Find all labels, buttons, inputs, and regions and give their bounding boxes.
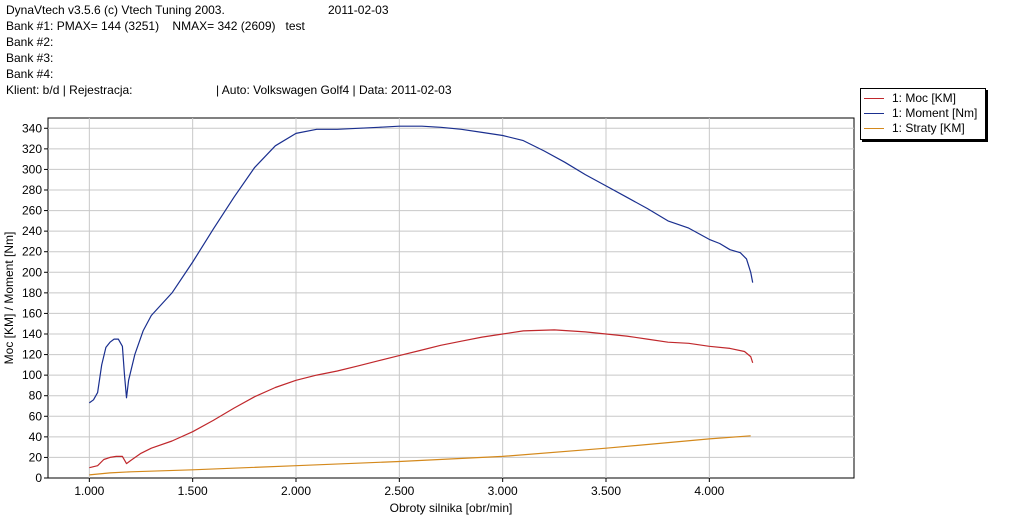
y-tick-label: 100 bbox=[22, 368, 42, 382]
y-tick-label: 180 bbox=[22, 286, 42, 300]
legend-item-moment: 1: Moment [Nm] bbox=[864, 106, 984, 121]
y-tick-label: 240 bbox=[22, 224, 42, 238]
x-tick-label: 3.000 bbox=[488, 484, 518, 498]
x-axis-ticks: 1.000 1.500 2.000 2.500 3.000 3.500 4.000 bbox=[74, 478, 725, 498]
y-tick-label: 20 bbox=[29, 450, 43, 464]
legend-label-moment: 1: Moment [Nm] bbox=[892, 106, 978, 120]
series-moc-line bbox=[89, 329, 754, 469]
bank2-info: Bank #2: bbox=[6, 35, 54, 49]
x-tick-label: 1.000 bbox=[74, 484, 104, 498]
x-tick-label: 3.500 bbox=[591, 484, 621, 498]
series-moment-line bbox=[88, 125, 754, 404]
legend-label-straty: 1: Straty [KM] bbox=[892, 121, 965, 135]
x-tick-label: 2.000 bbox=[281, 484, 311, 498]
y-tick-label: 80 bbox=[29, 389, 43, 403]
y-tick-label: 60 bbox=[29, 409, 43, 423]
client-info: Klient: b/d | Rejestracja: bbox=[6, 83, 133, 97]
y-tick-label: 300 bbox=[22, 162, 42, 176]
y-axis-title: Moc [KM] / Moment [Nm] bbox=[2, 232, 16, 365]
y-tick-label: 140 bbox=[22, 327, 42, 341]
grid bbox=[48, 118, 854, 478]
auto-info: | Auto: Volkswagen Golf4 | Data: 2011-02… bbox=[216, 83, 452, 97]
legend-swatch-moment bbox=[864, 113, 884, 114]
y-axis-ticks: 0 20 40 60 80 100 120 140 160 180 200 220 240 260 280 3… bbox=[22, 121, 48, 485]
y-tick-label: 260 bbox=[22, 204, 42, 218]
legend-swatch-straty bbox=[864, 128, 884, 129]
y-tick-label: 280 bbox=[22, 183, 42, 197]
series-straty-line bbox=[89, 435, 751, 476]
header-date: 2011-02-03 bbox=[328, 3, 389, 17]
bank4-info: Bank #4: bbox=[6, 67, 54, 81]
series-lines bbox=[88, 125, 754, 476]
x-tick-label: 4.000 bbox=[694, 484, 724, 498]
y-tick-label: 320 bbox=[22, 142, 42, 156]
bank3-info: Bank #3: bbox=[6, 51, 54, 65]
y-tick-label: 0 bbox=[35, 471, 42, 485]
x-tick-label: 1.500 bbox=[178, 484, 208, 498]
y-tick-label: 220 bbox=[22, 245, 42, 259]
legend-item-moc: 1: Moc [KM] bbox=[864, 91, 984, 106]
legend-swatch-moc bbox=[864, 98, 884, 99]
y-tick-label: 200 bbox=[22, 265, 42, 279]
x-tick-label: 2.500 bbox=[384, 484, 414, 498]
x-axis-title: Obroty silnika [obr/min] bbox=[390, 501, 513, 515]
app-title: DynaVtech v3.5.6 (c) Vtech Tuning 2003. bbox=[6, 3, 225, 17]
legend-item-straty: 1: Straty [KM] bbox=[864, 121, 984, 136]
y-tick-label: 40 bbox=[29, 430, 43, 444]
legend-label-moc: 1: Moc [KM] bbox=[892, 91, 957, 105]
chart-legend: 1: Moc [KM] 1: Moment [Nm] 1: Straty [KM… bbox=[860, 88, 986, 140]
bank1-info: Bank #1: PMAX= 144 (3251) NMAX= 342 (260… bbox=[6, 19, 305, 33]
y-tick-label: 340 bbox=[22, 121, 42, 135]
plot-area bbox=[47, 117, 855, 479]
y-tick-label: 160 bbox=[22, 306, 42, 320]
y-tick-label: 120 bbox=[22, 348, 42, 362]
